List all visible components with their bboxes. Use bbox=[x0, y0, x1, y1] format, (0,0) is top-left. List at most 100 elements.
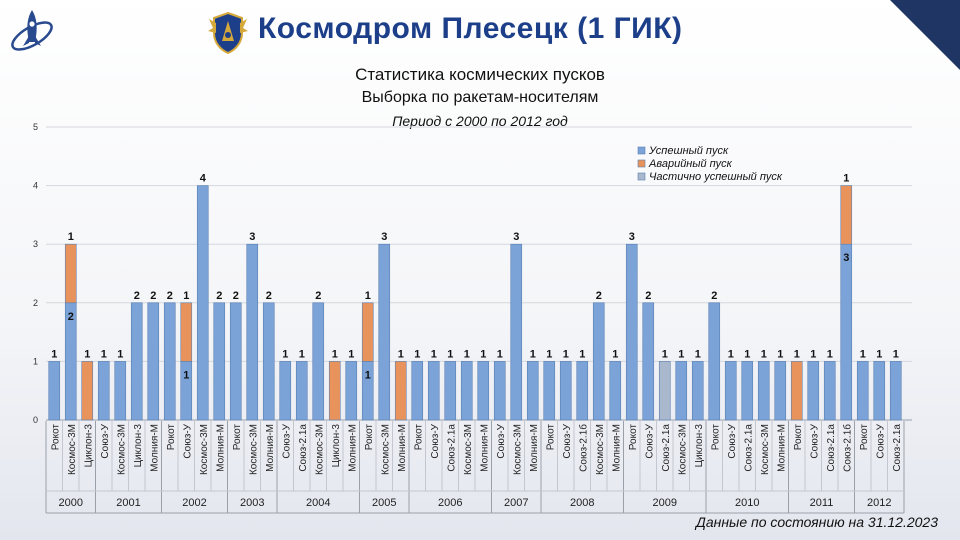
bar-segment bbox=[328, 361, 341, 421]
data-label: 2 bbox=[68, 311, 74, 323]
bar-segment bbox=[460, 361, 473, 421]
data-label: 1 bbox=[612, 348, 618, 360]
year-label: 2003 bbox=[240, 497, 264, 509]
data-label: 1 bbox=[530, 348, 536, 360]
y-tick-label: 5 bbox=[33, 122, 38, 132]
x-tick-label: Союз-У bbox=[727, 423, 738, 458]
bar-segment bbox=[345, 361, 358, 421]
year-label: 2010 bbox=[735, 497, 759, 509]
bar-segment bbox=[295, 361, 308, 421]
bar-segment bbox=[378, 243, 391, 421]
bar-segment bbox=[427, 361, 440, 421]
data-label: 2 bbox=[315, 290, 321, 302]
bar-segment bbox=[312, 302, 325, 421]
bar-segment bbox=[691, 361, 704, 421]
bar-segment bbox=[840, 243, 853, 421]
data-label: 1 bbox=[332, 348, 338, 360]
rocket-logo-icon bbox=[11, 10, 53, 51]
x-tick-label: Циклон-3 bbox=[133, 424, 144, 468]
chart-title: Статистика космических пусков bbox=[355, 65, 605, 84]
x-tick-label: Рокот bbox=[413, 424, 424, 451]
x-tick-label: Рокот bbox=[232, 424, 243, 451]
data-label: 2 bbox=[134, 290, 140, 302]
year-label: 2011 bbox=[810, 497, 834, 509]
data-label: 1 bbox=[876, 348, 882, 360]
x-tick-label: Молния-М bbox=[265, 424, 276, 472]
bar-segment bbox=[130, 302, 143, 421]
x-tick-label: Космос-3М bbox=[463, 424, 474, 475]
data-label: 1 bbox=[414, 348, 420, 360]
x-tick-label: Молния-М bbox=[529, 424, 540, 472]
data-label: 3 bbox=[843, 252, 849, 264]
x-tick-label: Союз-2.1а bbox=[298, 424, 309, 472]
data-label: 1 bbox=[810, 348, 816, 360]
bar-segment bbox=[81, 361, 94, 421]
data-label: 1 bbox=[101, 348, 107, 360]
data-label: 1 bbox=[365, 290, 371, 302]
x-tick-label: Союз-У bbox=[644, 423, 655, 458]
bar-segment bbox=[840, 185, 853, 245]
legend-swatch bbox=[637, 172, 646, 181]
bar-segment bbox=[609, 361, 622, 421]
x-tick-label: Космос-3М bbox=[380, 424, 391, 475]
data-label: 1 bbox=[695, 348, 701, 360]
x-tick-label: Циклон-3 bbox=[694, 424, 705, 468]
bar-segment bbox=[592, 302, 605, 421]
bar-segment bbox=[658, 361, 671, 421]
data-label: 1 bbox=[480, 348, 486, 360]
eagle-emblem-icon bbox=[208, 11, 248, 55]
data-label: 1 bbox=[51, 348, 57, 360]
bar-segment bbox=[229, 302, 242, 421]
legend-item: Аварийный пуск bbox=[648, 158, 733, 170]
data-label: 1 bbox=[299, 348, 305, 360]
year-label: 2001 bbox=[116, 497, 140, 509]
x-tick-label: Космос-3М bbox=[248, 424, 259, 475]
x-tick-label: Союз-У bbox=[100, 423, 111, 458]
bar-segment bbox=[411, 361, 424, 421]
bar-segment bbox=[642, 302, 655, 421]
x-tick-label: Союз-У bbox=[182, 423, 193, 458]
year-label: 2005 bbox=[372, 497, 396, 509]
x-tick-label: Рокот bbox=[710, 424, 721, 451]
x-tick-label: Космос-3М bbox=[595, 424, 606, 475]
y-tick-label: 4 bbox=[33, 181, 38, 191]
year-label: 2009 bbox=[653, 497, 677, 509]
x-tick-label: Космос-3М bbox=[760, 424, 771, 475]
x-tick-label: Рокот bbox=[166, 424, 177, 451]
data-label: 1 bbox=[431, 348, 437, 360]
x-tick-label: Союз-У bbox=[562, 423, 573, 458]
bar-segment bbox=[823, 361, 836, 421]
data-label: 3 bbox=[381, 231, 387, 243]
bar-segment bbox=[741, 361, 754, 421]
year-label: 2004 bbox=[306, 497, 330, 509]
bar-segment bbox=[510, 243, 523, 421]
x-tick-label: Союз-2.1б bbox=[841, 424, 853, 472]
bar-segment bbox=[526, 361, 539, 421]
bar-segment bbox=[279, 361, 292, 421]
data-label: 2 bbox=[711, 290, 717, 302]
data-label: 1 bbox=[497, 348, 503, 360]
x-tick-label: Союз-У bbox=[430, 423, 441, 458]
data-label: 1 bbox=[860, 348, 866, 360]
data-label: 4 bbox=[200, 173, 207, 185]
bar-segment bbox=[856, 361, 869, 421]
bar-segment bbox=[64, 243, 77, 304]
bar-segment bbox=[147, 302, 160, 421]
data-label: 1 bbox=[183, 290, 189, 302]
data-label: 1 bbox=[447, 348, 453, 360]
data-label: 3 bbox=[629, 231, 635, 243]
data-label: 1 bbox=[794, 348, 800, 360]
data-label: 2 bbox=[266, 290, 272, 302]
bar-segment bbox=[97, 361, 110, 421]
bar-segment bbox=[625, 243, 638, 421]
bar-segment bbox=[493, 361, 506, 421]
bar-segment bbox=[708, 302, 721, 421]
bar-segment bbox=[559, 361, 572, 421]
bar-segment bbox=[889, 361, 902, 421]
data-label: 3 bbox=[513, 231, 519, 243]
data-label: 2 bbox=[150, 290, 156, 302]
year-label: 2008 bbox=[570, 497, 594, 509]
data-label: 1 bbox=[728, 348, 734, 360]
bar-segment bbox=[790, 361, 803, 421]
